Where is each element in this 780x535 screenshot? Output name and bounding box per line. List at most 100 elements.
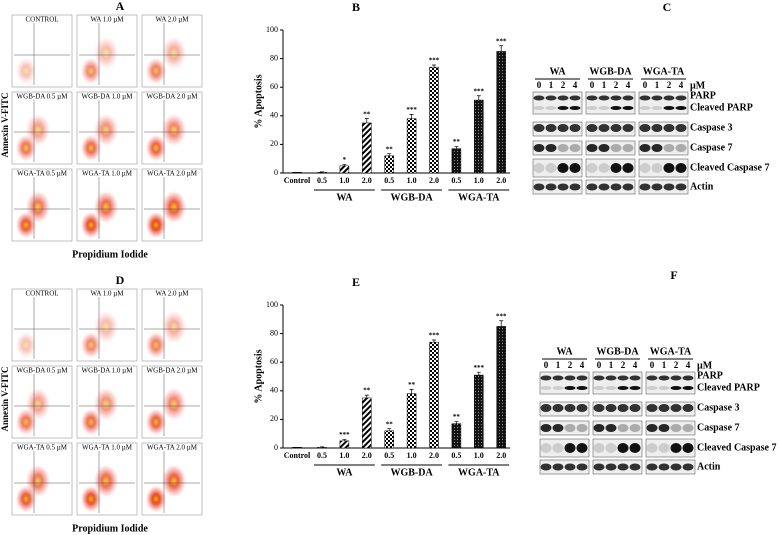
significance: ** <box>408 381 416 389</box>
plot-title: WA 2.0 µM <box>155 16 189 24</box>
band <box>576 424 588 432</box>
blot-strip <box>585 140 636 156</box>
group-label: WGB-DA <box>589 66 632 77</box>
band <box>675 163 687 173</box>
plot-title: WGA-TA 2.0 µM <box>147 444 198 452</box>
x-tick-label: 1.0 <box>339 451 349 460</box>
protein-label: PARP <box>690 90 716 101</box>
cell-cloud <box>162 465 186 497</box>
band <box>598 95 610 101</box>
band <box>617 424 629 432</box>
blot-strip <box>592 401 643 417</box>
band <box>576 386 588 390</box>
band <box>622 106 634 110</box>
band <box>675 95 687 101</box>
x-tick-label: 2.0 <box>429 451 439 460</box>
plot-title: WA 1.0 µM <box>90 290 124 298</box>
significance: *** <box>474 87 485 95</box>
flow-cloud <box>16 58 36 84</box>
group-label: WGA-TA <box>458 192 500 203</box>
group-label: WA <box>336 467 353 478</box>
cell-cloud <box>26 388 50 420</box>
band <box>569 144 581 152</box>
flow-cloud <box>81 37 118 84</box>
error-bar <box>364 118 369 123</box>
flow-cloud <box>146 465 186 512</box>
band <box>682 463 694 471</box>
plot-title: CONTROL <box>25 16 58 24</box>
band <box>622 95 634 101</box>
band <box>629 375 641 381</box>
band <box>622 144 634 152</box>
band <box>629 386 641 390</box>
bar <box>451 148 462 174</box>
band <box>663 183 675 191</box>
flow-cloud <box>81 114 118 161</box>
blot-strip <box>532 121 583 137</box>
band <box>564 375 576 381</box>
x-tick-label: 1.0 <box>407 451 417 460</box>
band <box>605 443 617 453</box>
lane-label: 2 <box>674 360 679 370</box>
band <box>564 424 576 432</box>
significance: *** <box>406 106 417 114</box>
error-bar <box>499 45 504 52</box>
band <box>670 404 682 412</box>
error-bar <box>342 164 347 166</box>
panel-label: B <box>352 0 360 14</box>
band <box>646 463 658 471</box>
band <box>622 183 634 191</box>
band <box>552 404 564 412</box>
band <box>564 404 576 412</box>
significance: *** <box>429 57 440 65</box>
flow-cloud <box>146 311 186 358</box>
x-tick-label: 1.0 <box>474 451 484 460</box>
group-label: WGB-DA <box>390 467 433 478</box>
band <box>663 106 675 110</box>
band <box>646 404 658 412</box>
band <box>670 424 682 432</box>
protein-label: Cleaved PARP <box>697 382 760 393</box>
x-tick-label: 0.5 <box>451 176 461 185</box>
band <box>646 375 658 381</box>
lane-label: 1 <box>609 360 614 370</box>
group-label: WA <box>336 192 353 203</box>
cell-cloud <box>81 409 101 435</box>
significance: ** <box>453 138 461 146</box>
cell-cloud <box>162 114 186 146</box>
band <box>658 424 670 432</box>
significance: *** <box>339 431 350 439</box>
blot-strip <box>645 401 696 417</box>
band <box>533 183 545 191</box>
cell-cloud <box>94 388 118 420</box>
significance: *** <box>429 332 440 340</box>
bar <box>292 172 302 174</box>
band <box>682 404 694 412</box>
band <box>675 106 687 110</box>
band <box>646 386 658 390</box>
protein-label: Cleaved Caspase 7 <box>697 442 776 453</box>
cell-cloud <box>16 58 36 84</box>
bar <box>384 155 394 174</box>
blot-strip <box>592 420 643 436</box>
band <box>682 424 694 432</box>
x-tick-label: 2.0 <box>496 176 506 185</box>
band <box>545 144 557 152</box>
lane-label: 4 <box>626 80 631 90</box>
band <box>658 386 670 390</box>
flow-cloud <box>81 465 118 512</box>
flow-cloud <box>81 388 118 435</box>
band <box>610 163 622 173</box>
lane-label: 1 <box>655 80 660 90</box>
bar <box>362 397 372 449</box>
plot-title: WGA-TA 2.0 µM <box>147 170 198 178</box>
plot-title: WGA-TA 0.5 µM <box>17 170 68 178</box>
flow-cloud <box>146 114 186 161</box>
band <box>552 424 564 432</box>
plot-title: WGB-DA 2.0 µM <box>147 367 199 375</box>
bar <box>474 374 484 449</box>
band <box>639 124 651 132</box>
cell-cloud <box>81 58 101 84</box>
lane-label: 4 <box>686 360 691 370</box>
error-bar <box>409 389 414 394</box>
